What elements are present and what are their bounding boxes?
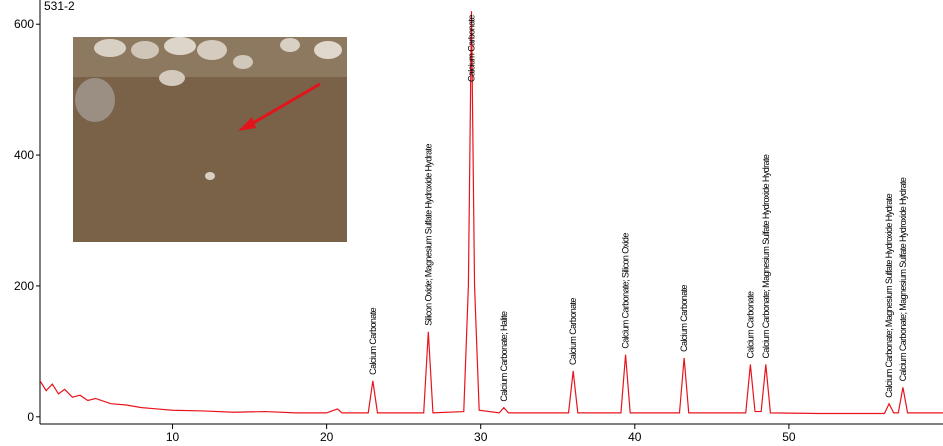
peak-annotation: Calcium Carbonate xyxy=(745,291,755,358)
peak-annotation: Calcium Carbonate; Magnesium Sulfate Hyd… xyxy=(761,154,771,358)
y-tick-label: 600 xyxy=(14,17,34,31)
x-tick-label: 30 xyxy=(474,430,488,444)
x-tick-label: 10 xyxy=(166,430,180,444)
inset-photo xyxy=(73,37,347,242)
peak-annotation: Calcium Carbonate; Magnesium Sulfate Hyd… xyxy=(898,177,908,381)
x-tick-label: 40 xyxy=(628,430,642,444)
peak-annotation: Calcium Carbonate xyxy=(368,307,378,374)
y-tick-label: 400 xyxy=(14,148,34,162)
chart-title: 531-2 xyxy=(44,0,75,13)
peak-annotation: Calcium Carbonate xyxy=(568,298,578,365)
peak-annotation: Calcium Carbonate; Magnesium Sulfate Hyd… xyxy=(884,193,894,397)
y-tick-label: 200 xyxy=(14,279,34,293)
peak-annotation: Silicon Oxide; Magnesium Sulfate Hydroxi… xyxy=(423,144,433,326)
x-tick-label: 20 xyxy=(320,430,334,444)
chart: 531-2 0 200 400 600 10 20 30 40 50 Calcium Carbon… xyxy=(0,0,943,446)
y-tick-label: 0 xyxy=(27,410,34,424)
x-tick-label: 50 xyxy=(782,430,796,444)
peak-annotation: Calcium Carbonate xyxy=(466,15,476,82)
peak-annotation: Calcium Carbonate xyxy=(679,284,689,351)
peak-annotation: Calcium Carbonate; Halite xyxy=(499,311,509,402)
peak-annotation: Calcium Carbonate; Silicon Oxide xyxy=(621,233,631,349)
